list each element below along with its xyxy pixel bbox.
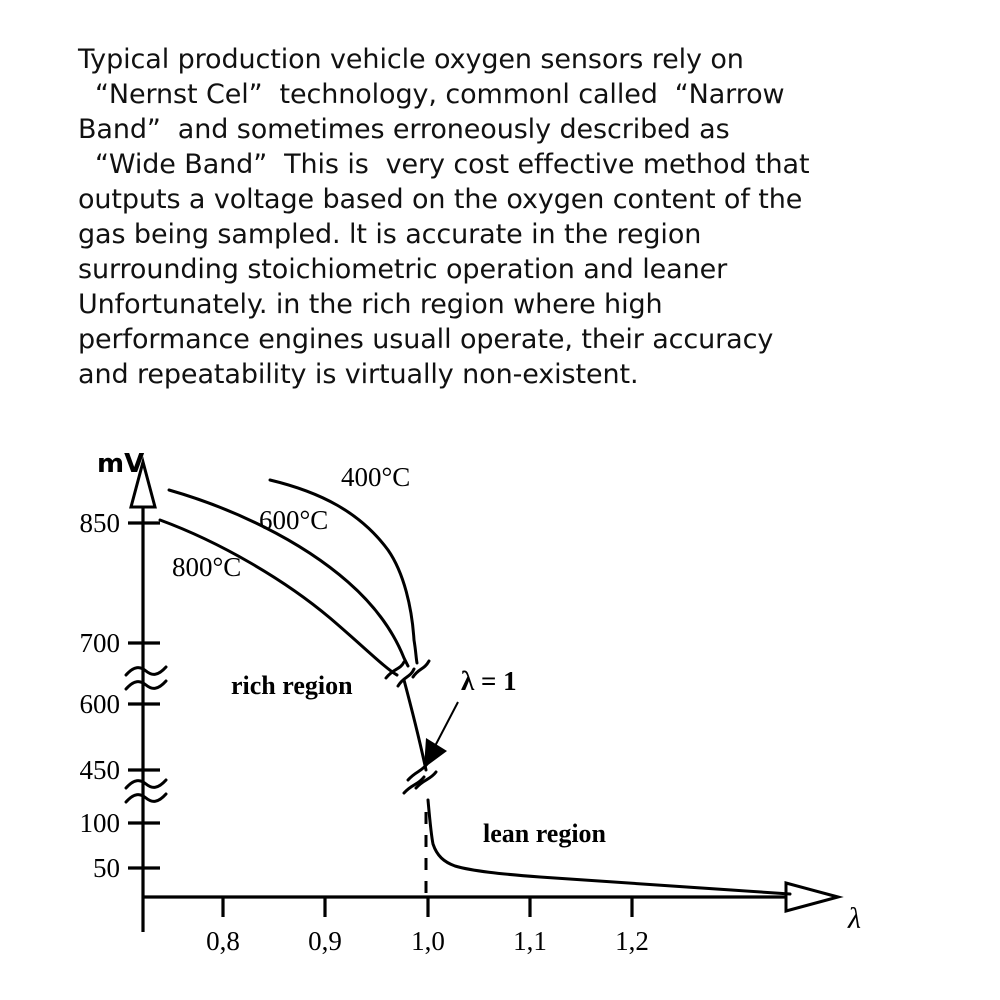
x-axis-ticks xyxy=(221,897,634,917)
y-tick-label-600: 600 xyxy=(80,689,121,719)
curve-label-800c: 800°C xyxy=(172,552,241,582)
curve-lean-branch xyxy=(426,798,792,896)
nernst-cell-chart: 850 700 600 450 100 50 mV 0,8 0,9 1,0 xyxy=(0,430,1000,1000)
y-axis-title: mV xyxy=(97,449,144,479)
y-axis-break-lower xyxy=(124,778,168,804)
y-tick-label-50: 50 xyxy=(93,853,120,883)
rich-region-label: rich region xyxy=(231,671,353,700)
x-axis-arrowhead xyxy=(784,881,844,913)
curve-transition-steep xyxy=(402,678,428,772)
x-tick-label-0-8: 0,8 xyxy=(206,926,240,956)
curve-break-marks xyxy=(384,659,431,688)
transition-break-marks xyxy=(402,762,438,795)
x-axis xyxy=(143,881,844,913)
x-axis-title: λ xyxy=(847,902,861,935)
curve-label-400c: 400°C xyxy=(341,462,410,492)
lean-region-label: lean region xyxy=(483,819,607,848)
x-tick-label-1-1: 1,1 xyxy=(513,926,547,956)
curve-label-600c: 600°C xyxy=(259,505,328,535)
body-paragraph: Typical production vehicle oxygen sensor… xyxy=(78,44,810,390)
y-axis xyxy=(129,456,157,932)
y-tick-label-700: 700 xyxy=(80,628,121,658)
lambda-one-annotation: λ = 1 xyxy=(424,666,517,768)
y-axis-arrowhead xyxy=(129,456,157,509)
y-tick-label-100: 100 xyxy=(80,808,121,838)
lambda-one-label: λ = 1 xyxy=(461,666,517,696)
x-tick-label-1-0: 1,0 xyxy=(411,926,445,956)
x-tick-label-1-2: 1,2 xyxy=(615,926,649,956)
y-axis-break-upper xyxy=(124,665,168,691)
curve-400c xyxy=(268,478,419,665)
y-axis-ticks xyxy=(128,521,160,870)
y-tick-label-850: 850 xyxy=(80,508,121,538)
lambda-one-arrowhead xyxy=(424,738,447,768)
y-tick-label-450: 450 xyxy=(80,755,121,785)
x-tick-label-0-9: 0,9 xyxy=(308,926,342,956)
curve-800c xyxy=(158,518,399,677)
curve-600c xyxy=(167,488,410,668)
